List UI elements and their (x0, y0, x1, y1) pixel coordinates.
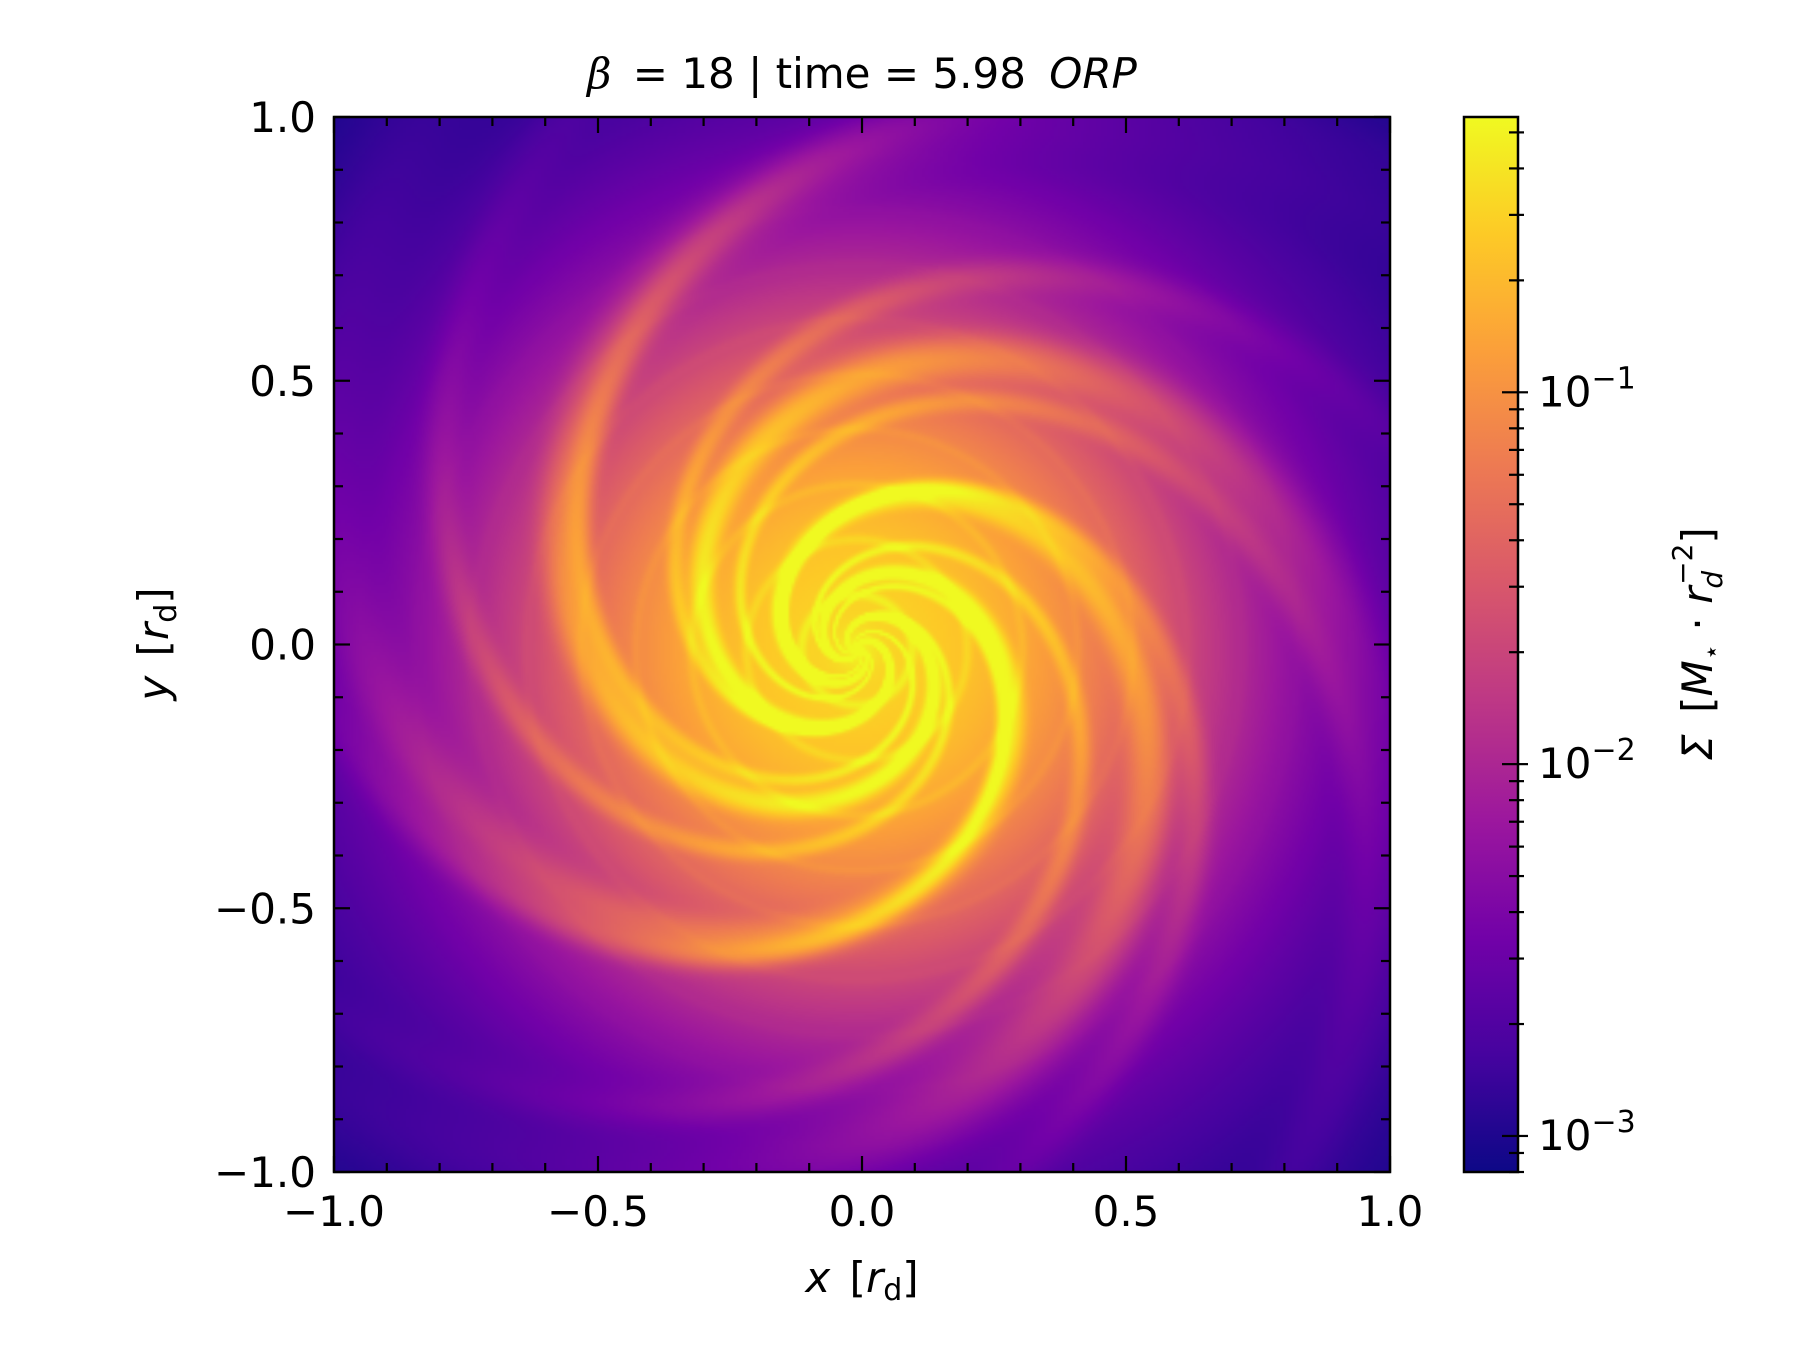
y-tick-label: 1.0 (249, 93, 316, 142)
x-tick-label: 1.0 (1357, 1187, 1424, 1236)
colorbar-label: Σ [M⋆ · rd−2] (1666, 527, 1729, 761)
y-tick-label: −0.5 (214, 884, 316, 933)
title-unit: ORP (1049, 49, 1137, 98)
y-axis-ticks: −1.0 −0.5 0.0 0.5 1.0 (214, 93, 1390, 1197)
x-axis-ticks: −1.0 −0.5 0.0 0.5 1.0 (283, 117, 1423, 1236)
colorbar-tick-label: 10−1 (1538, 361, 1636, 416)
x-tick-label: 0.0 (829, 1187, 896, 1236)
density-heatmap (334, 117, 1390, 1172)
y-label-sub: d (149, 604, 184, 623)
colorbar-quantity: Σ (1673, 734, 1722, 761)
y-tick-label: 0.5 (249, 357, 316, 406)
x-tick-label: −0.5 (547, 1187, 649, 1236)
y-label-unit: r (129, 620, 178, 640)
y-label-var: y (129, 675, 178, 703)
y-tick-label: 0.0 (249, 621, 316, 670)
y-tick-label: −1.0 (214, 1148, 316, 1197)
x-label-sub: d (883, 1273, 902, 1308)
colorbar-ticks: 10−3 10−2 10−1 (1502, 131, 1636, 1174)
colorbar-tick-label: 10−2 (1538, 733, 1636, 788)
colorbar (1462, 115, 1520, 1174)
colorbar-tick-label: 10−3 (1538, 1105, 1636, 1160)
x-axis-label: x [rd] (803, 1253, 918, 1308)
x-label-var: x (803, 1253, 831, 1302)
title-beta-symbol: β (585, 49, 611, 98)
x-tick-label: −1.0 (283, 1187, 385, 1236)
x-tick-label: 0.5 (1093, 1187, 1160, 1236)
x-label-unit: r (866, 1253, 886, 1302)
chart-title: β = 18 | time = 5.98 ORP (585, 49, 1137, 98)
title-main: = 18 | time = 5.98 (633, 49, 1026, 98)
y-axis-label: y [rd] (129, 587, 184, 702)
